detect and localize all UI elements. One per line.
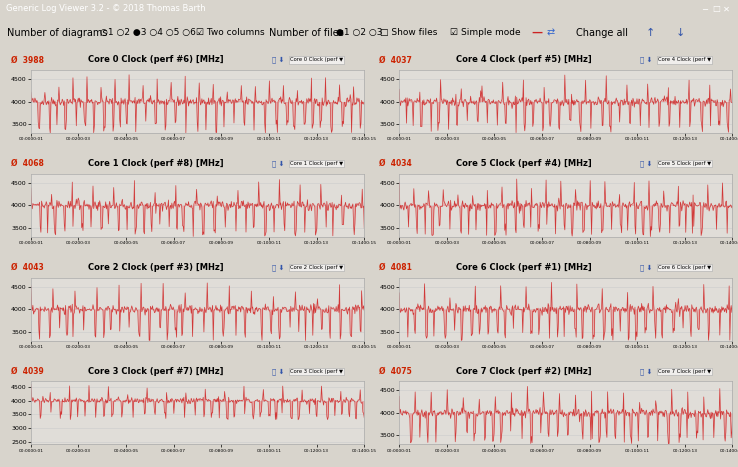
Text: ○1 ○2 ●3 ○4 ○5 ○6: ○1 ○2 ●3 ○4 ○5 ○6	[100, 28, 196, 37]
Text: Core 6 Clock (perf #1) [MHz]: Core 6 Clock (perf #1) [MHz]	[456, 263, 592, 272]
Text: Number of files: Number of files	[269, 28, 344, 38]
Text: ⓘ ⬇: ⓘ ⬇	[272, 160, 284, 167]
Text: Core 0 Clock (perf #6) [MHz]: Core 0 Clock (perf #6) [MHz]	[88, 56, 224, 64]
Text: ─: ─	[703, 4, 707, 14]
Text: ⓘ ⬇: ⓘ ⬇	[272, 264, 284, 271]
Text: Core 3 Clock (perf #7) [MHz]: Core 3 Clock (perf #7) [MHz]	[88, 367, 224, 376]
Text: ☑ Two columns: ☑ Two columns	[196, 28, 264, 37]
Text: Core 5 Clock (perf #4) [MHz]: Core 5 Clock (perf #4) [MHz]	[456, 159, 592, 168]
Text: ⓘ ⬇: ⓘ ⬇	[640, 368, 652, 375]
Text: Core 1 Clock (perf ▼: Core 1 Clock (perf ▼	[290, 161, 343, 166]
Text: Core 1 Clock (perf #8) [MHz]: Core 1 Clock (perf #8) [MHz]	[88, 159, 224, 168]
Text: ●1 ○2 ○3: ●1 ○2 ○3	[336, 28, 382, 37]
Text: ⓘ ⬇: ⓘ ⬇	[640, 57, 652, 64]
Text: Core 7 Clock (perf #2) [MHz]: Core 7 Clock (perf #2) [MHz]	[456, 367, 592, 376]
Text: Core 6 Clock (perf ▼: Core 6 Clock (perf ▼	[658, 265, 711, 270]
Text: □ Show files: □ Show files	[380, 28, 438, 37]
Text: ✕: ✕	[723, 4, 731, 14]
Text: ⓘ ⬇: ⓘ ⬇	[272, 57, 284, 64]
Text: Change all: Change all	[576, 28, 627, 38]
Text: ⓘ ⬇: ⓘ ⬇	[272, 368, 284, 375]
Text: □: □	[712, 4, 720, 14]
Text: ↑: ↑	[646, 28, 655, 38]
Text: Ø  4068: Ø 4068	[11, 159, 44, 168]
Text: Core 4 Clock (perf ▼: Core 4 Clock (perf ▼	[658, 57, 711, 63]
Text: Core 0 Clock (perf ▼: Core 0 Clock (perf ▼	[290, 57, 343, 63]
Text: Ø  4075: Ø 4075	[379, 367, 412, 376]
Text: Core 2 Clock (perf ▼: Core 2 Clock (perf ▼	[290, 265, 343, 270]
Text: ☑ Simple mode: ☑ Simple mode	[450, 28, 521, 37]
Text: —: —	[531, 28, 542, 38]
Text: Ø  4037: Ø 4037	[379, 56, 412, 64]
Text: ⓘ ⬇: ⓘ ⬇	[640, 160, 652, 167]
Text: Ø  4043: Ø 4043	[11, 263, 44, 272]
Text: Ø  3988: Ø 3988	[11, 56, 44, 64]
Text: Core 5 Clock (perf ▼: Core 5 Clock (perf ▼	[658, 161, 711, 166]
Text: ↓: ↓	[675, 28, 685, 38]
Text: Ø  4081: Ø 4081	[379, 263, 412, 272]
Text: ⇄: ⇄	[546, 28, 554, 38]
Text: ⓘ ⬇: ⓘ ⬇	[640, 264, 652, 271]
Text: Core 3 Clock (perf ▼: Core 3 Clock (perf ▼	[290, 369, 343, 374]
Text: Ø  4039: Ø 4039	[11, 367, 44, 376]
Text: Core 7 Clock (perf ▼: Core 7 Clock (perf ▼	[658, 369, 711, 374]
Text: Generic Log Viewer 3.2 - © 2018 Thomas Barth: Generic Log Viewer 3.2 - © 2018 Thomas B…	[6, 4, 205, 14]
Text: Ø  4034: Ø 4034	[379, 159, 412, 168]
Text: Core 2 Clock (perf #3) [MHz]: Core 2 Clock (perf #3) [MHz]	[88, 263, 224, 272]
Text: Number of diagrams: Number of diagrams	[7, 28, 108, 38]
Text: Core 4 Clock (perf #5) [MHz]: Core 4 Clock (perf #5) [MHz]	[456, 56, 592, 64]
